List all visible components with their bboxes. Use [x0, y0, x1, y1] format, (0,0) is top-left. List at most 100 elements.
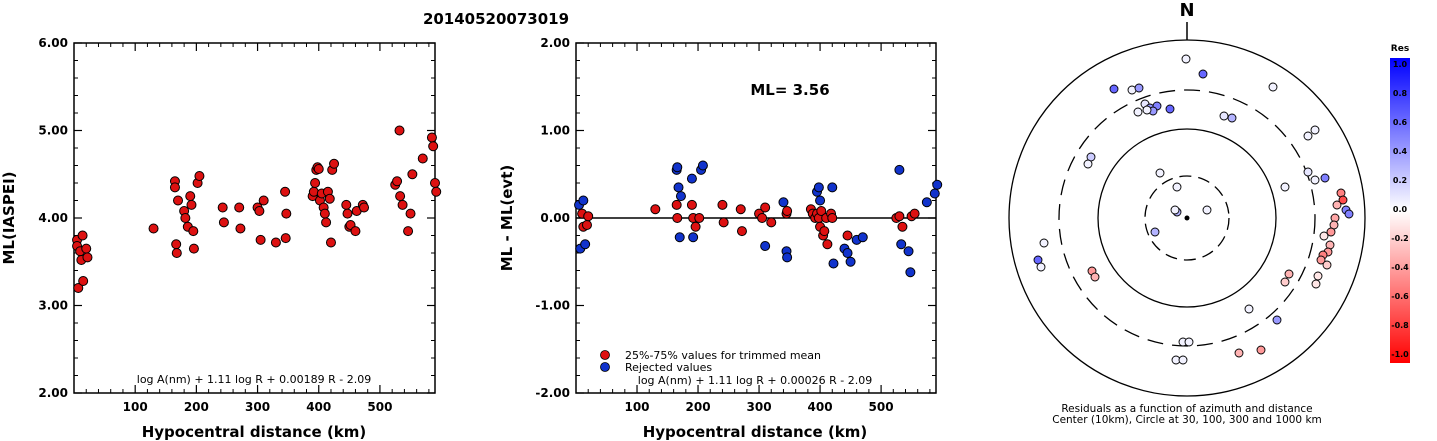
station-marker	[1319, 231, 1329, 241]
station-marker	[1109, 84, 1119, 94]
panel-1-ticks: 100 200 300 400 500 2.00 3.00 4.00 5.00 6.00	[38, 36, 435, 414]
data-point	[671, 199, 682, 210]
legend-label-rejected: Rejected values	[625, 361, 712, 374]
data-point	[842, 230, 853, 241]
x-tick-label: 200	[184, 400, 209, 414]
data-point	[897, 221, 908, 232]
panel-1-xlabel: Hypocentral distance (km)	[142, 423, 367, 441]
data-point	[281, 208, 292, 219]
data-point	[234, 202, 245, 213]
x-tick-label: 200	[686, 400, 711, 414]
colorbar-gradient	[1390, 58, 1410, 363]
panel-2-ylabel: ML - ML(evt)	[498, 165, 516, 271]
data-point	[82, 252, 93, 263]
data-point	[842, 248, 853, 258]
data-point	[73, 283, 84, 293]
colorbar-title: Res	[1391, 44, 1409, 54]
station-marker	[1170, 205, 1180, 215]
data-point	[173, 195, 184, 206]
colorbar-tick-label: -1.0	[1391, 350, 1409, 359]
station-marker	[1234, 348, 1244, 358]
station-marker	[1083, 159, 1093, 169]
data-point	[857, 232, 868, 243]
station-marker	[1313, 271, 1323, 281]
station-marker	[1280, 277, 1290, 287]
station-marker	[1150, 227, 1160, 237]
data-point	[782, 206, 793, 216]
data-point	[329, 158, 340, 169]
panel-2-formula: log A(nm) + 1.11 log R + 0.00026 R - 2.0…	[638, 374, 872, 387]
station-marker	[1322, 260, 1332, 270]
data-point	[148, 223, 159, 234]
station-marker	[1142, 105, 1152, 115]
polar-caption-2: Center (10km), Circle at 30, 100, 300 an…	[1052, 414, 1322, 426]
y-tick-label: 0.00	[540, 211, 570, 225]
colorbar-tick-label: -0.2	[1391, 234, 1409, 243]
data-point	[673, 182, 684, 193]
data-point	[405, 208, 416, 219]
data-point	[672, 162, 683, 173]
data-point	[905, 267, 916, 278]
data-point	[580, 239, 591, 250]
data-point	[581, 220, 592, 230]
panel-3-polar: N Residuals as a function of azimuth and…	[1008, 0, 1366, 426]
data-point	[697, 160, 708, 171]
data-point	[903, 246, 914, 257]
data-point	[78, 276, 89, 286]
data-point	[735, 204, 746, 215]
station-marker	[1311, 279, 1321, 289]
station-marker	[1310, 175, 1320, 185]
colorbar-tick-label: 0.8	[1393, 89, 1408, 98]
y-tick-label: 4.00	[38, 211, 68, 225]
ml-annotation: ML= 3.56	[750, 81, 829, 99]
data-point	[180, 213, 191, 223]
ring-30km	[1144, 175, 1230, 261]
data-point	[171, 248, 182, 258]
station-marker	[1202, 205, 1212, 215]
data-point	[686, 199, 697, 210]
colorbar-tick-label: -0.8	[1391, 321, 1409, 330]
data-point	[185, 191, 196, 202]
data-point	[255, 234, 266, 245]
x-tick-label: 400	[306, 400, 331, 414]
x-tick-label: 300	[245, 400, 270, 414]
station-marker	[1198, 69, 1208, 79]
data-point	[827, 213, 838, 223]
data-point	[392, 176, 403, 187]
station-marker	[1036, 262, 1046, 272]
station-marker	[1256, 345, 1266, 355]
panel-2-points	[574, 160, 943, 278]
data-point	[675, 191, 686, 202]
data-point	[766, 217, 777, 228]
data-point	[894, 211, 905, 222]
station-marker	[1165, 104, 1175, 114]
data-point	[258, 195, 269, 206]
panel-1-points	[72, 125, 442, 293]
data-point	[816, 206, 827, 216]
ring-100km	[1097, 128, 1277, 308]
x-tick-label: 100	[123, 400, 148, 414]
data-point	[896, 239, 907, 250]
data-point	[578, 195, 589, 206]
data-point	[169, 182, 180, 193]
data-point	[270, 237, 281, 248]
data-point	[431, 186, 442, 197]
data-point	[782, 252, 793, 263]
colorbar-tick-label: 0.6	[1393, 118, 1408, 127]
data-point	[583, 211, 594, 222]
panel-2-legend: 25%-75% values for trimmed mean Rejected…	[600, 349, 821, 374]
data-point	[325, 237, 336, 248]
data-point	[690, 221, 701, 232]
data-point	[324, 193, 335, 204]
data-point	[845, 256, 856, 267]
data-point	[688, 232, 699, 243]
data-point	[828, 258, 839, 269]
station-marker	[1219, 111, 1229, 121]
y-tick-label: 3.00	[38, 299, 68, 313]
panel-1-formula: log A(nm) + 1.11 log R + 0.00189 R - 2.0…	[137, 373, 371, 386]
y-tick-label: 1.00	[540, 124, 570, 138]
panel-1-ylabel: ML(IASPEI)	[0, 171, 18, 264]
north-label: N	[1179, 0, 1194, 21]
polar-caption-1: Residuals as a function of azimuth and d…	[1061, 403, 1312, 415]
panel-2-ticks: 100 200 300 400 500 -2.00 -1.00 0.00 1.00 2.00	[535, 36, 936, 414]
